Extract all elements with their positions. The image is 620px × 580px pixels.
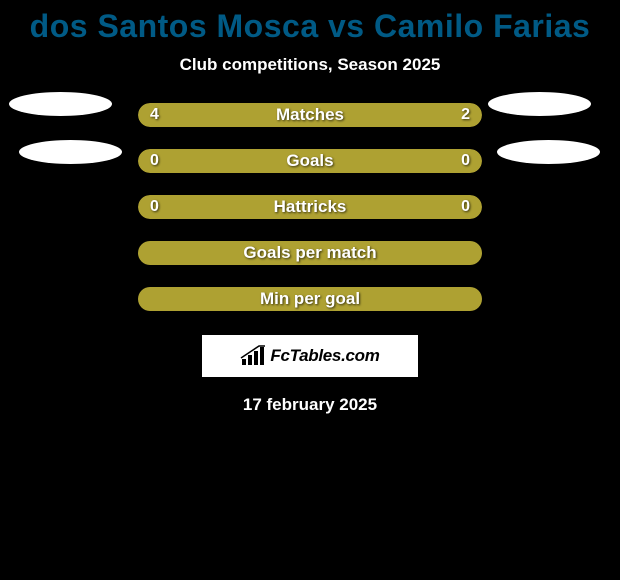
player1-name: dos Santos Mosca (30, 8, 319, 44)
stat-row: 4 2 Matches (0, 103, 620, 127)
stat-row: Min per goal (0, 287, 620, 311)
stat-row: 0 0 Hattricks (0, 195, 620, 219)
stat-bar: 0 0 Hattricks (138, 195, 482, 219)
stat-value-left: 0 (138, 198, 171, 216)
stat-bar-single: Goals per match (138, 241, 482, 265)
comparison-title: dos Santos Mosca vs Camilo Farias (0, 0, 620, 45)
subtitle: Club competitions, Season 2025 (0, 55, 620, 75)
player2-name: Camilo Farias (374, 8, 590, 44)
bar-right: 0 (310, 149, 482, 173)
player-ellipse-left (9, 92, 112, 116)
brand-logo-box: FcTables.com (202, 335, 418, 377)
stat-value-right: 2 (449, 106, 482, 124)
stat-label: Matches (276, 105, 344, 125)
stat-label: Min per goal (260, 289, 360, 309)
player-ellipse-right (488, 92, 591, 116)
stat-value-right: 0 (449, 198, 482, 216)
vs-text: vs (328, 8, 365, 44)
bar-right: 2 (367, 103, 482, 127)
stat-row: Goals per match (0, 241, 620, 265)
stat-label: Hattricks (274, 197, 347, 217)
stat-bar-single: Min per goal (138, 287, 482, 311)
stat-bar: 0 0 Goals (138, 149, 482, 173)
footer-date: 17 february 2025 (0, 395, 620, 415)
brand-text: FcTables.com (270, 346, 379, 366)
stat-value-left: 4 (138, 106, 171, 124)
stat-value-left: 0 (138, 152, 171, 170)
stat-label: Goals per match (243, 243, 376, 263)
bar-left: 0 (138, 149, 310, 173)
stat-value-right: 0 (449, 152, 482, 170)
chart-icon (240, 345, 266, 367)
stat-label: Goals (286, 151, 333, 171)
player-ellipse-left (19, 140, 122, 164)
stat-bar: 4 2 Matches (138, 103, 482, 127)
stats-rows: 4 2 Matches 0 0 Goals 0 0 Hattricks Goals per mat… (0, 103, 620, 311)
stat-row: 0 0 Goals (0, 149, 620, 173)
player-ellipse-right (497, 140, 600, 164)
